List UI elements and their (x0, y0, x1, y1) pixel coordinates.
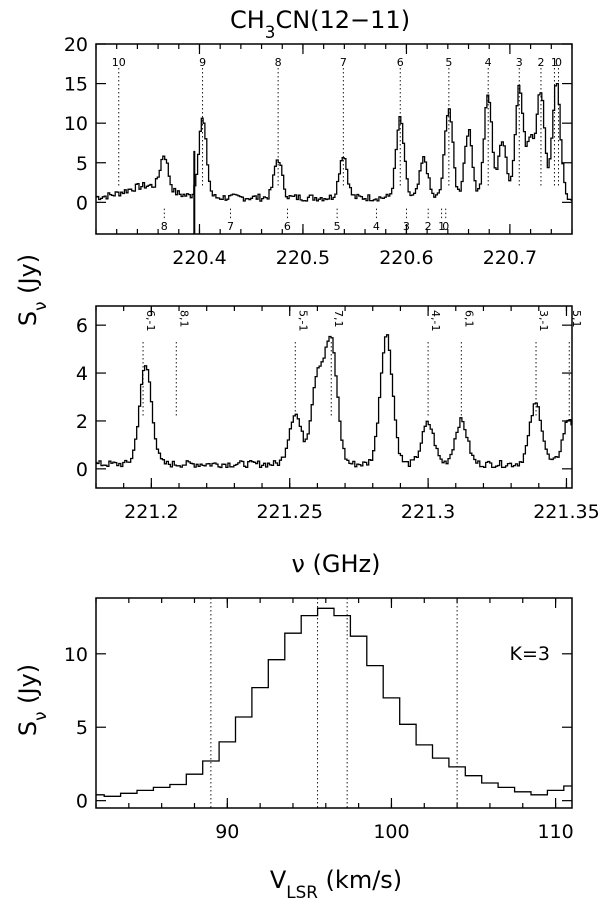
marker-label-upper: 3 (516, 56, 523, 69)
marker-label-lower: 7 (227, 220, 234, 233)
panel-bottom: 90 100 110 0 5 10 K=3 (64, 597, 574, 843)
k3-line-profile (96, 607, 572, 797)
y-tick-label: 10 (64, 644, 88, 666)
x-tick-label: 100 (373, 821, 409, 843)
marker-label-lower: 4 (373, 220, 380, 233)
marker-label: 6,1 (462, 310, 475, 328)
x-axis-label-velocity: VLSR (km/s) (270, 866, 402, 898)
marker-label-upper: 4 (485, 56, 492, 69)
y-tick-label: 6 (76, 315, 88, 337)
y-tick-label: 0 (76, 459, 88, 481)
plot-frame (95, 43, 573, 235)
marker-label-upper: 2 (537, 56, 544, 69)
marker-label-upper: 10 (112, 56, 126, 69)
spectrum-trace-top (96, 82, 572, 202)
k-annotation: K=3 (510, 643, 550, 665)
panel-middle: 221.2 221.25 221.3 221.35 0 2 4 6 6,-1 8,1 5,-1 7,1… (76, 305, 600, 523)
x-axis-label-frequency: ν (GHz) (291, 550, 380, 578)
x-tick-label: 221.25 (256, 501, 322, 523)
marker-label-lower: 8 (161, 220, 168, 233)
marker-label: 3,-1 (537, 310, 550, 331)
marker-label-upper: 9 (199, 56, 206, 69)
marker-label-lower: 1 (438, 220, 445, 233)
marker-label-upper: 0 (555, 56, 562, 69)
marker-label-lower: 2 (425, 220, 432, 233)
plot-frame (95, 597, 573, 809)
marker-label-upper: 8 (275, 56, 282, 69)
spectrum-trace-middle (96, 334, 572, 469)
marker-label-lower: 6 (284, 220, 291, 233)
marker-label: 5,1 (570, 310, 583, 328)
plot-frame (95, 305, 573, 489)
y-tick-label: 15 (64, 74, 88, 96)
marker-label-lower: 3 (403, 220, 410, 233)
x-tick-label: 221.35 (533, 501, 599, 523)
y-tick-label: 20 (64, 34, 88, 56)
x-tick-label: 220.5 (276, 247, 330, 269)
marker-label-upper: 5 (445, 56, 452, 69)
marker-label: 8,1 (177, 310, 190, 328)
x-tick-label: 221.2 (124, 501, 178, 523)
marker-label: 6,-1 (144, 310, 157, 331)
y-tick-label: 0 (76, 791, 88, 813)
marker-label: 4,-1 (429, 310, 442, 331)
marker-label-upper: 1 (551, 56, 558, 69)
marker-label-lower: 5 (334, 220, 341, 233)
y-axis-label-upper: Sν (Jy) (14, 254, 50, 326)
marker-label: 7,1 (332, 310, 345, 328)
x-tick-label: 90 (215, 821, 239, 843)
x-tick-label: 220.7 (483, 247, 537, 269)
y-tick-label: 5 (76, 717, 88, 739)
y-tick-label: 5 (76, 153, 88, 175)
marker-label-upper: 6 (397, 56, 404, 69)
marker-label: 5,-1 (296, 310, 309, 331)
x-tick-label: 220.6 (379, 247, 433, 269)
y-tick-label: 10 (64, 113, 88, 135)
x-tick-label: 220.4 (172, 247, 226, 269)
marker-label-lower: 0 (442, 220, 449, 233)
marker-label-upper: 7 (340, 56, 347, 69)
y-axis-label-lower: Sν (Jy) (14, 664, 50, 736)
y-tick-label: 2 (76, 411, 88, 433)
y-tick-label: 4 (76, 363, 88, 385)
x-tick-label: 221.3 (401, 501, 455, 523)
chart-title: CH3CN(12−11) (230, 6, 410, 42)
x-tick-label: 110 (537, 821, 573, 843)
y-tick-label: 0 (76, 192, 88, 214)
